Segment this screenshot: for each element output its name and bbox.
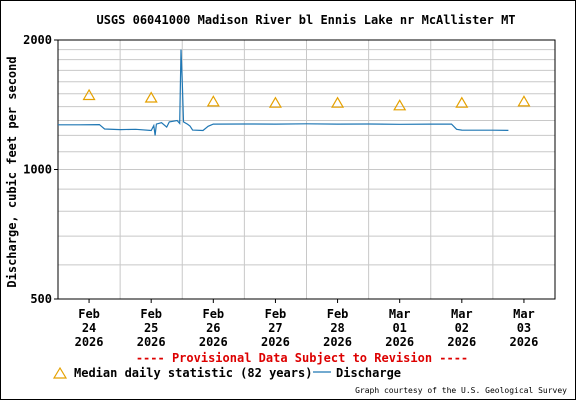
credit-text: Graph courtesy of the U.S. Geological Su… <box>355 386 567 395</box>
x-tick-label: Mar <box>513 307 535 321</box>
y-axis-label: Discharge, cubic feet per second <box>5 56 19 287</box>
provisional-notice: ---- Provisional Data Subject to Revisio… <box>136 351 468 365</box>
x-tick-label: 2026 <box>385 335 414 349</box>
x-tick-label: 26 <box>206 321 220 335</box>
y-tick-label: 2000 <box>23 33 52 47</box>
x-tick-label: Mar <box>389 307 411 321</box>
series-layer <box>58 49 531 136</box>
x-tick-label: 2026 <box>199 335 228 349</box>
legend-median-marker <box>52 366 68 379</box>
x-tick-label: 2026 <box>261 335 290 349</box>
legend-median-label: Median daily statistic (82 years) <box>74 366 312 380</box>
median-marker <box>393 99 407 111</box>
x-tick-label: Mar <box>451 307 473 321</box>
y-tick-label: 1000 <box>23 163 52 177</box>
x-tick-label: Feb <box>140 307 162 321</box>
median-marker <box>144 91 158 103</box>
x-tick-label: 02 <box>455 321 469 335</box>
median-marker <box>331 96 345 108</box>
x-tick-label: 2026 <box>75 335 104 349</box>
legend: Median daily statistic (82 years) Discha… <box>52 366 401 380</box>
x-tick-label: 25 <box>144 321 158 335</box>
grid <box>58 40 555 299</box>
median-marker <box>517 95 531 107</box>
legend-discharge-label: Discharge <box>336 366 401 380</box>
median-marker <box>82 88 96 101</box>
x-tick-label: 2026 <box>323 335 352 349</box>
x-tick-label: 24 <box>82 321 96 335</box>
x-tick-label: 03 <box>517 321 531 335</box>
x-tick-label: Feb <box>327 307 349 321</box>
median-marker <box>206 95 220 107</box>
chart-title: USGS 06041000 Madison River bl Ennis Lak… <box>96 13 515 27</box>
x-tick-label: Feb <box>78 307 100 321</box>
x-tick-label: 2026 <box>447 335 476 349</box>
x-tick-label: 27 <box>268 321 282 335</box>
x-tick-label: 28 <box>330 321 344 335</box>
x-tick-label: Feb <box>265 307 287 321</box>
median-marker <box>268 96 282 108</box>
y-tick-label: 500 <box>30 292 52 306</box>
median-marker <box>455 96 469 108</box>
x-tick-label: Feb <box>202 307 224 321</box>
x-tick-label: 01 <box>392 321 406 335</box>
discharge-line <box>58 49 509 136</box>
x-axis-ticks: Feb242026Feb252026Feb262026Feb272026Feb2… <box>75 299 538 349</box>
x-tick-label: 2026 <box>137 335 166 349</box>
x-tick-label: 2026 <box>509 335 538 349</box>
y-axis-ticks: 500 1000 2000 <box>23 33 58 306</box>
